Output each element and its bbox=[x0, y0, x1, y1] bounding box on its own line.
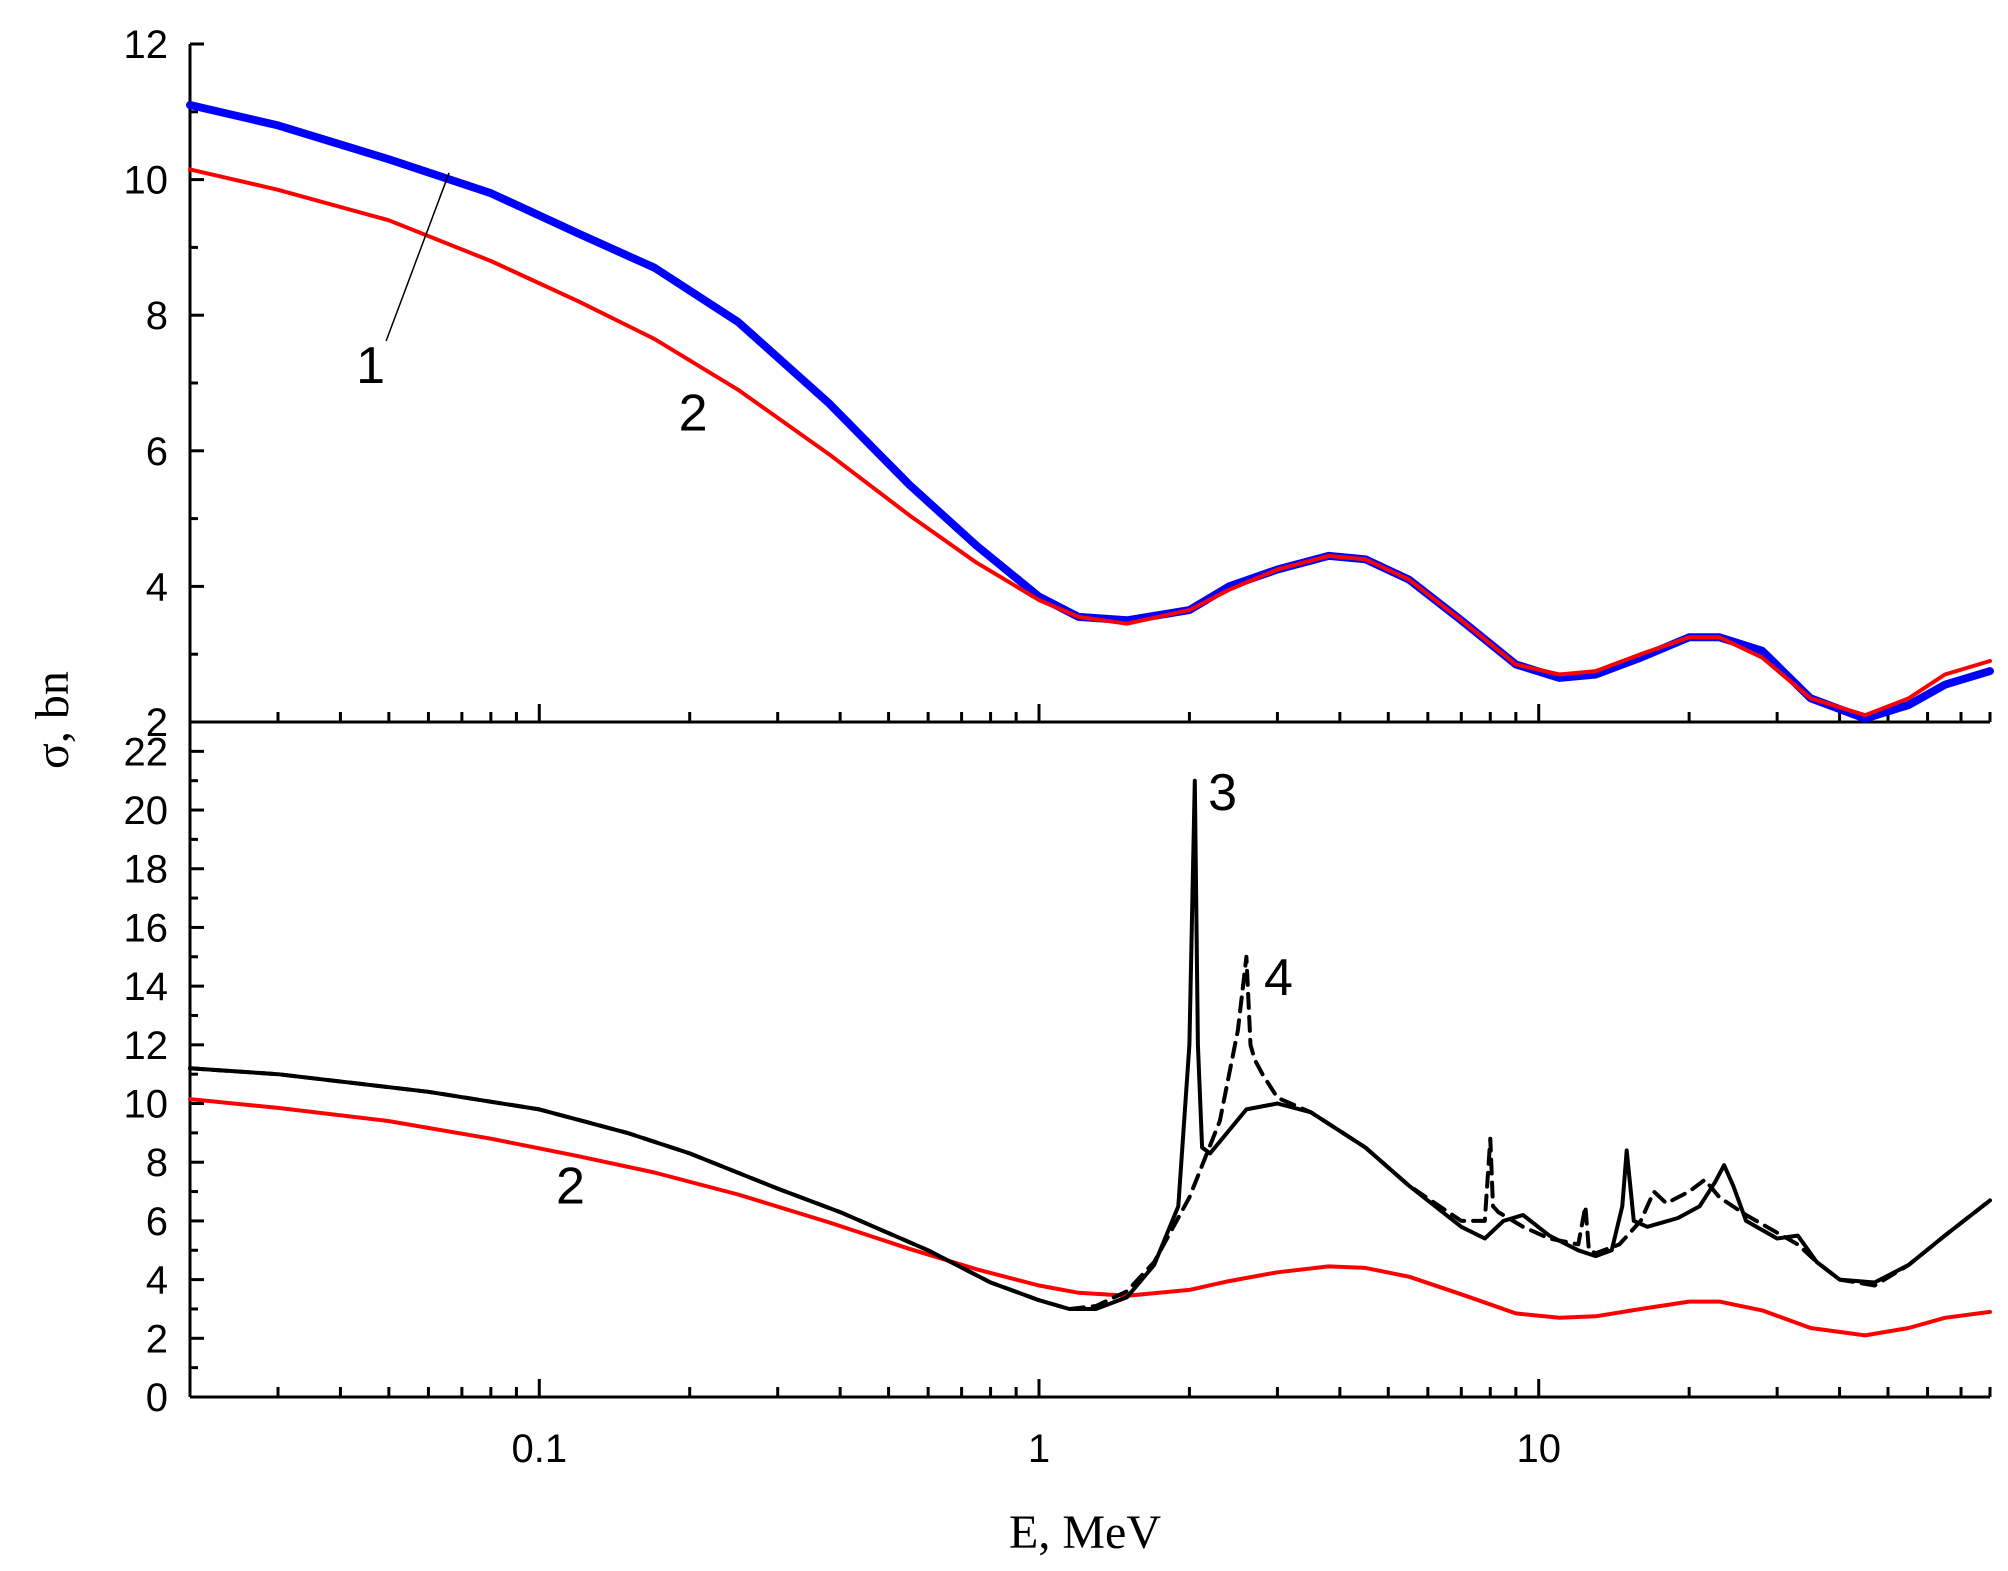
bottom-y-tick-label: 14 bbox=[124, 965, 169, 1009]
top-series-2-line bbox=[188, 167, 1992, 718]
bottom-y-tick-label: 4 bbox=[146, 1259, 168, 1303]
x-tick-labels: 0.1 1 10 bbox=[511, 1427, 1560, 1471]
top-y-tick-label: 8 bbox=[146, 294, 168, 338]
bottom-curve-label-4: 4 bbox=[1264, 949, 1293, 1007]
bottom-y-tick-label: 18 bbox=[124, 848, 169, 892]
bottom-series-3-line bbox=[188, 778, 1992, 1311]
bottom-y-tick-label: 8 bbox=[146, 1141, 168, 1185]
bottom-y-tick-label: 2 bbox=[146, 1317, 168, 1361]
bottom-y-tick-label: 6 bbox=[146, 1200, 168, 1244]
bottom-curve-label-2: 2 bbox=[556, 1157, 585, 1215]
bottom-y-tick-label: 16 bbox=[124, 906, 169, 950]
bottom-curve-label-3: 3 bbox=[1208, 764, 1237, 822]
top-series-1-line bbox=[186, 101, 1994, 723]
y-axis-title: σ, bn bbox=[26, 671, 79, 769]
bottom-y-tick-label: 10 bbox=[124, 1083, 169, 1127]
top-y-tick-label: 10 bbox=[124, 159, 169, 203]
top-curve-label-1: 1 bbox=[356, 337, 385, 395]
bottom-series-4-line bbox=[188, 954, 1992, 1311]
top-y-tick-label: 12 bbox=[124, 23, 169, 67]
bottom-y-tick-label: 22 bbox=[124, 730, 169, 774]
top-leader-line-1 bbox=[385, 172, 450, 342]
top-y-tick-label: 2 bbox=[146, 701, 168, 745]
x-axis-title: E, MeV bbox=[1009, 1506, 1161, 1559]
top-curve-label-2: 2 bbox=[679, 384, 708, 442]
bottom-y-tick-label: 0 bbox=[146, 1376, 168, 1420]
bottom-panel: 0 2 4 6 8 10 12 14 16 18 20 22 3 4 2 bbox=[124, 720, 1992, 1420]
bottom-y-tick-label: 12 bbox=[124, 1024, 169, 1068]
top-y-tick-label: 4 bbox=[146, 565, 168, 609]
bottom-y-tick-label: 20 bbox=[124, 789, 169, 833]
x-tick-label: 1 bbox=[1028, 1427, 1050, 1471]
x-tick-label: 10 bbox=[1516, 1427, 1561, 1471]
bottom-series-2-line bbox=[188, 1097, 1992, 1338]
top-y-tick-label: 6 bbox=[146, 430, 168, 474]
x-tick-label: 0.1 bbox=[511, 1427, 567, 1471]
